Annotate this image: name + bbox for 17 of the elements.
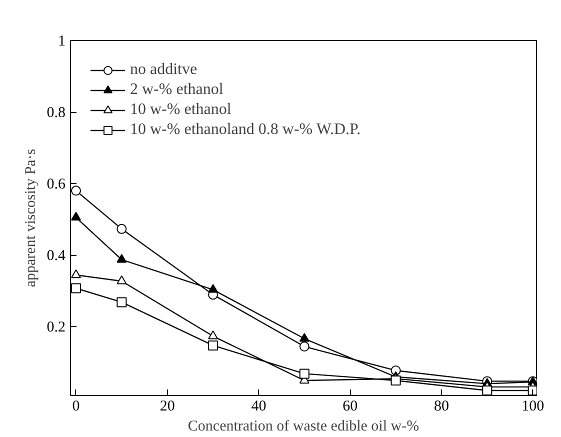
- x-tick-label: 40: [251, 398, 266, 414]
- y-tick-label: 0.6: [46, 176, 66, 192]
- x-tick-label: 0: [72, 398, 80, 414]
- legend-label: 10 w-% ethanoland 0.8 w-% W.D.P.: [130, 121, 361, 139]
- x-tick-label: 100: [522, 398, 544, 414]
- y-tick-label: 1: [58, 34, 66, 50]
- y-axis-title: apparent viscosity Pa·s: [22, 148, 39, 288]
- x-tick-label: 60: [342, 398, 358, 414]
- y-tick-label: 0.4: [46, 248, 66, 264]
- x-axis-title: Concentration of waste edible oil w-%: [188, 418, 420, 434]
- legend-label: no additve: [130, 61, 198, 79]
- legend-label: 10 w-% ethanol: [130, 101, 232, 119]
- x-tick-label: 80: [434, 398, 449, 414]
- y-tick-label: 0.8: [46, 105, 66, 121]
- legend-label: 2 w-% ethanol: [130, 81, 224, 99]
- x-tick-label: 20: [160, 398, 175, 414]
- y-tick-label: 0.2: [46, 320, 66, 336]
